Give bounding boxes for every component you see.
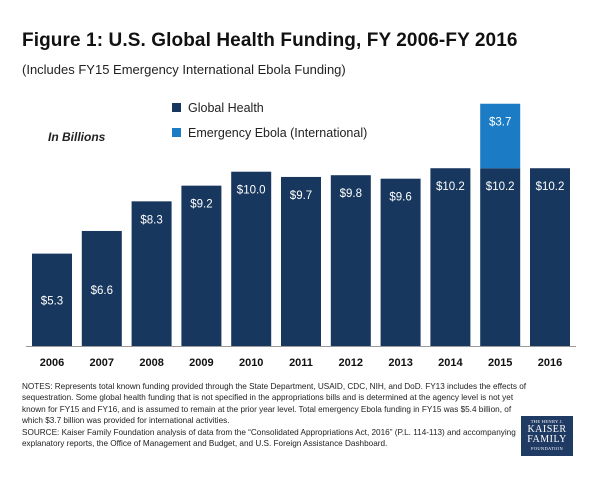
- value-label-global-health-2009: $9.2: [190, 199, 212, 211]
- legend-label-ebola: Emergency Ebola (International): [188, 126, 367, 140]
- value-label-global-health-2013: $9.6: [389, 192, 411, 204]
- x-tick-label-2009: 2009: [189, 357, 213, 369]
- bar-global-health-2009: [181, 185, 222, 346]
- x-tick-label-2014: 2014: [438, 357, 463, 369]
- value-label-global-health-2015: $10.2: [486, 181, 515, 193]
- value-label-global-health-2016: $10.2: [536, 181, 565, 193]
- x-tick-label-2006: 2006: [40, 357, 64, 369]
- bar-global-health-2013: [380, 178, 421, 346]
- x-tick-label-2016: 2016: [538, 357, 562, 369]
- bar-global-health-2008: [131, 201, 172, 346]
- x-tick-label-2015: 2015: [488, 357, 512, 369]
- chart-subtitle: (Includes FY15 Emergency International E…: [22, 62, 346, 77]
- chart-title: Figure 1: U.S. Global Health Funding, FY…: [22, 30, 518, 51]
- bar-global-health-2011: [281, 176, 321, 346]
- value-label-global-health-2012: $9.8: [340, 188, 362, 200]
- x-tick-label-2012: 2012: [339, 357, 363, 369]
- logo-line-1: THE HENRY J.: [530, 419, 564, 424]
- bar-global-health-2015: [480, 168, 521, 346]
- x-tick-label-2013: 2013: [388, 357, 412, 369]
- value-label-global-health-2010: $10.0: [237, 185, 266, 197]
- unit-label: In Billions: [48, 130, 106, 144]
- logo-line-4: FOUNDATION: [531, 446, 563, 451]
- bar-global-health-2010: [231, 171, 272, 346]
- bar-global-health-2016: [530, 168, 570, 346]
- bars-group: [32, 103, 570, 346]
- x-tick-label-2011: 2011: [289, 357, 313, 369]
- legend-label-global-health: Global Health: [188, 101, 264, 115]
- bar-labels-group: $5.3 $6.6 $8.3 $9.2 $10.0 $9.7 $9.8 $9.6 $10.2 $1…: [41, 117, 565, 308]
- bar-global-health-2006: [32, 253, 72, 346]
- value-label-global-health-2006: $5.3: [41, 295, 63, 307]
- value-label-global-health-2007: $6.6: [91, 285, 113, 297]
- value-label-global-health-2011: $9.7: [290, 190, 312, 202]
- logo-line-3: FAMILY: [527, 434, 567, 445]
- x-tick-label-2010: 2010: [239, 357, 263, 369]
- notes-block: NOTES: Represents total known funding pr…: [22, 381, 530, 449]
- logo-line-2: KAISER: [527, 424, 567, 435]
- kff-logo: THE HENRY J. KAISER FAMILY FOUNDATION: [521, 416, 573, 456]
- legend-swatch-global-health: [172, 103, 181, 112]
- bar-global-health-2014: [430, 168, 471, 346]
- x-tick-label-2007: 2007: [90, 357, 114, 369]
- source-text: SOURCE: Kaiser Family Foundation analysi…: [22, 427, 516, 449]
- x-tick-label-2008: 2008: [139, 357, 163, 369]
- notes-text: NOTES: Represents total known funding pr…: [22, 382, 527, 426]
- value-label-global-health-2014: $10.2: [436, 181, 465, 193]
- bar-chart: $5.3 $6.6 $8.3 $9.2 $10.0 $9.7 $9.8 $9.6 $10.2 $1…: [26, 101, 576, 369]
- legend-swatch-ebola: [172, 128, 181, 137]
- bar-global-health-2007: [81, 230, 122, 346]
- bar-global-health-2012: [330, 175, 371, 346]
- bar-ebola-2015: [480, 103, 521, 169]
- legend: Global Health Emergency Ebola (Internatio…: [172, 101, 367, 140]
- x-tick-labels-group: 2006 2007 2008 2009 2010 2011 2012 2013 2014 2015…: [40, 357, 562, 369]
- value-label-ebola-2015: $3.7: [489, 117, 511, 129]
- value-label-global-health-2008: $8.3: [140, 214, 162, 226]
